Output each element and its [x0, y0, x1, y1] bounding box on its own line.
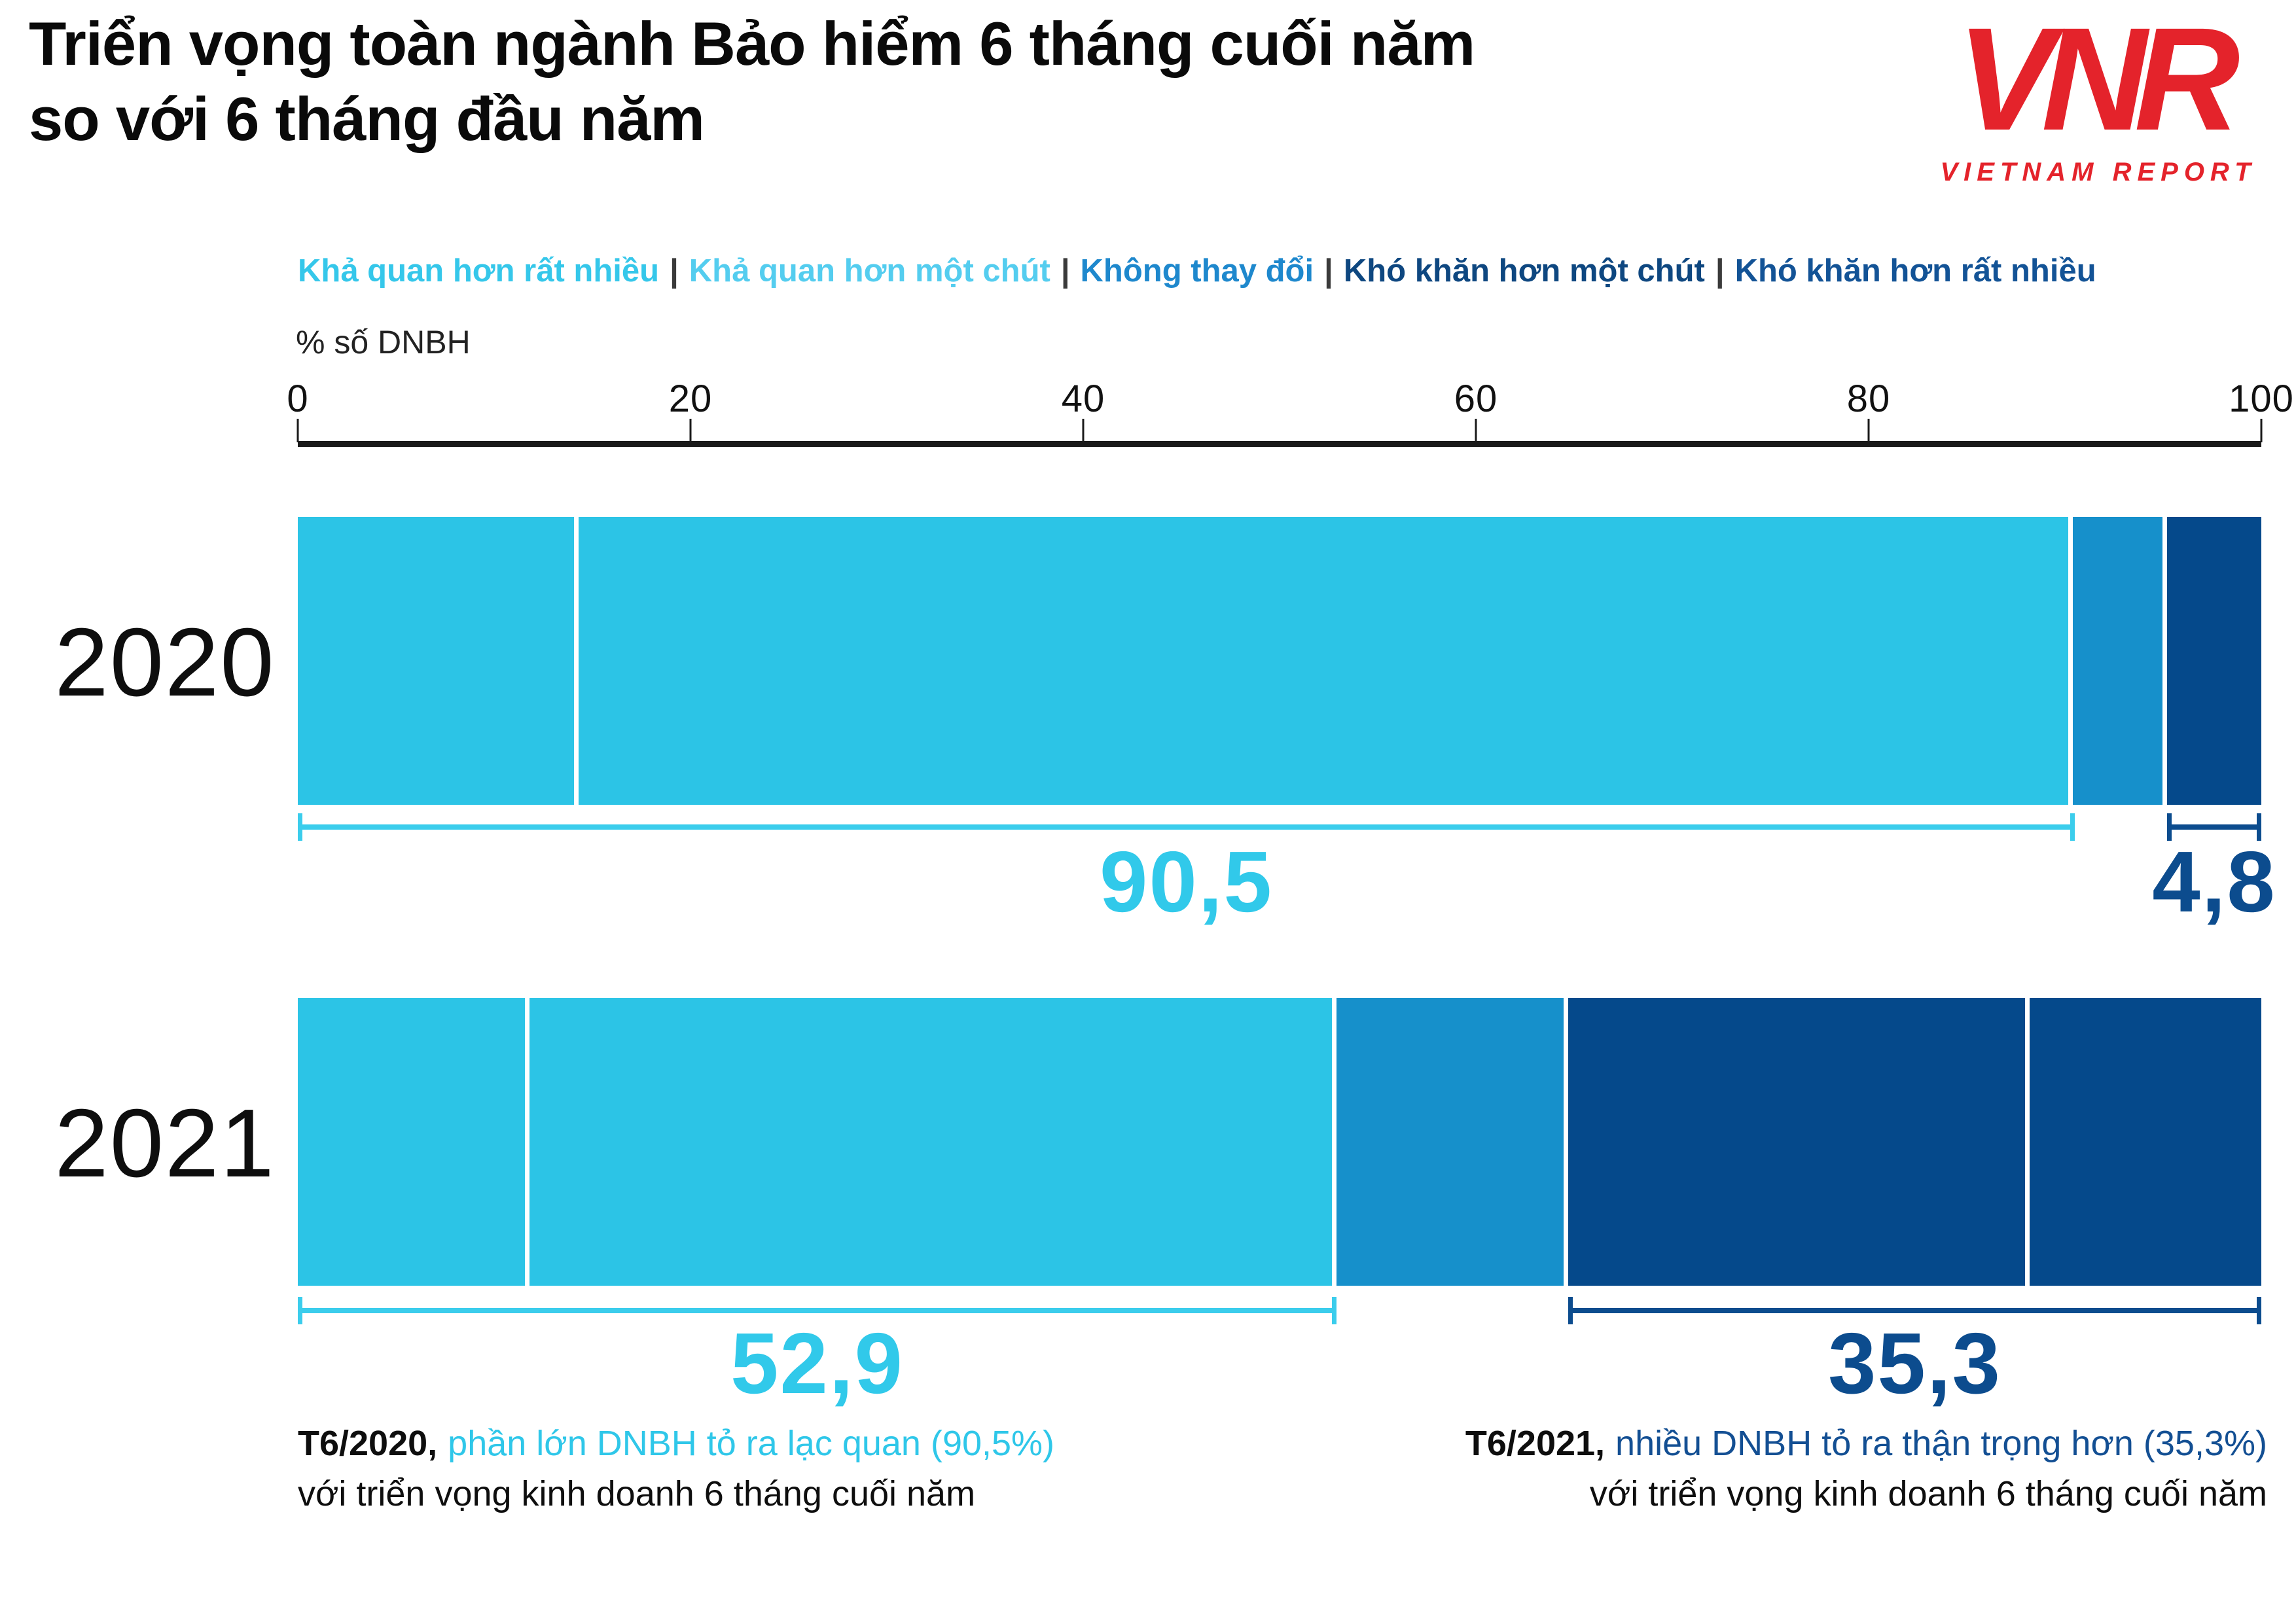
bar-segment-2020-cat5 — [2167, 517, 2261, 805]
x-tick-mark — [689, 419, 692, 442]
x-tick-label: 40 — [1061, 378, 1105, 420]
legend-separator: | — [1715, 253, 1725, 289]
bracket-line — [2167, 824, 2261, 830]
legend-separator: | — [670, 253, 679, 289]
x-tick-label: 60 — [1454, 378, 1498, 420]
x-tick-label: 100 — [2229, 378, 2294, 420]
year-label-2020: 2020 — [54, 609, 276, 716]
footnote-2020-highlight: phần lớn DNBH tỏ ra lạc quan (90,5%) — [448, 1424, 1055, 1463]
footnote-2020-line1: T6/2020, phần lớn DNBH tỏ ra lạc quan (90… — [298, 1419, 1054, 1469]
span-bracket-2020-4,8 — [2167, 813, 2261, 841]
bracket-end-cap — [2070, 813, 2075, 841]
value-label-2020-90,5: 90,5 — [1100, 834, 1273, 930]
vnr-logo-monogram: VNR — [1956, 0, 2240, 161]
x-tick-mark — [296, 419, 299, 442]
stacked-bar-2021 — [298, 998, 2261, 1286]
footnote-2020: T6/2020, phần lớn DNBH tỏ ra lạc quan (90… — [298, 1419, 1054, 1519]
legend-separator: | — [1324, 253, 1333, 289]
bracket-end-cap — [2256, 813, 2261, 841]
x-tick-mark — [1475, 419, 1477, 442]
span-bracket-2020-90,5 — [298, 813, 2075, 841]
legend-item-2: Khả quan hơn một chút — [689, 253, 1050, 289]
bracket-line — [298, 1308, 1336, 1313]
bar-segment-2021-cat1 — [298, 998, 529, 1286]
legend-item-1: Khả quan hơn rất nhiều — [298, 253, 660, 289]
legend-item-3: Không thay đổi — [1080, 253, 1314, 289]
bracket-line — [298, 824, 2075, 830]
x-tick-mark — [1082, 419, 1085, 442]
bracket-line — [1568, 1308, 2261, 1313]
bar-segment-2020-cat1 — [298, 517, 579, 805]
x-tick-label: 80 — [1846, 378, 1891, 420]
page-title-line2: so với 6 tháng đầu năm — [29, 84, 705, 153]
footnote-2021-prefix: T6/2021, — [1465, 1424, 1605, 1463]
legend-item-4: Khó khăn hơn một chút — [1343, 253, 1705, 289]
x-tick-label: 0 — [287, 378, 309, 420]
footnote-2021-highlight: nhiều DNBH tỏ ra thận trọng hơn (35,3%) — [1615, 1424, 2267, 1463]
legend: Khả quan hơn rất nhiều | Khả quan hơn một … — [298, 253, 2096, 289]
x-tick-label: 20 — [668, 378, 713, 420]
value-label-2020-4,8: 4,8 — [2152, 834, 2276, 930]
page-title-line1: Triển vọng toàn ngành Bảo hiểm 6 tháng c… — [29, 9, 1475, 78]
x-tick-mark — [1867, 419, 1870, 442]
footnote-2021-line1: T6/2021, nhiều DNBH tỏ ra thận trọng hơn … — [1465, 1419, 2267, 1469]
page-title: Triển vọng toàn ngành Bảo hiểm 6 tháng c… — [29, 7, 1475, 156]
value-label-2021-52,9: 52,9 — [730, 1315, 904, 1411]
legend-item-5: Khó khăn hơn rất nhiều — [1734, 253, 2096, 289]
legend-separator: | — [1060, 253, 1070, 289]
footnote-2021: T6/2021, nhiều DNBH tỏ ra thận trọng hơn … — [1465, 1419, 2267, 1519]
span-bracket-2021-52,9 — [298, 1297, 1336, 1324]
bar-segment-2020-cat2 — [578, 517, 2073, 805]
plot-area: 0 20 40 60 80 100 90,5 4,8 52,9 35,3 — [287, 0, 2293, 1624]
vietnam-report-logo: VNR VIETNAM REPORT — [1935, 0, 2262, 187]
axis-unit-label: % số DNBH — [296, 324, 471, 361]
value-label-2021-35,3: 35,3 — [1828, 1315, 2001, 1411]
span-bracket-2021-35,3 — [1568, 1297, 2261, 1324]
bracket-end-cap — [2256, 1297, 2261, 1324]
x-axis-line — [298, 441, 2261, 447]
bar-segment-2021-cat3 — [1336, 998, 1568, 1286]
vnr-logo-wordmark: VIETNAM REPORT — [1940, 158, 2257, 187]
footnote-2020-line2: với triển vọng kinh doanh 6 tháng cuối n… — [298, 1474, 976, 1513]
stacked-bar-2020 — [298, 517, 2261, 805]
bar-segment-2021-cat5 — [2029, 998, 2261, 1286]
bar-segment-2021-cat2 — [529, 998, 1336, 1286]
footnote-2021-line2: với triển vọng kinh doanh 6 tháng cuối n… — [1589, 1474, 2267, 1513]
year-label-2021: 2021 — [54, 1089, 276, 1197]
bracket-end-cap — [1332, 1297, 1336, 1324]
bar-segment-2021-cat4 — [1568, 998, 2030, 1286]
x-tick-mark — [2260, 419, 2263, 442]
bar-segment-2020-cat3 — [2073, 517, 2168, 805]
footnote-2020-prefix: T6/2020, — [298, 1424, 438, 1463]
